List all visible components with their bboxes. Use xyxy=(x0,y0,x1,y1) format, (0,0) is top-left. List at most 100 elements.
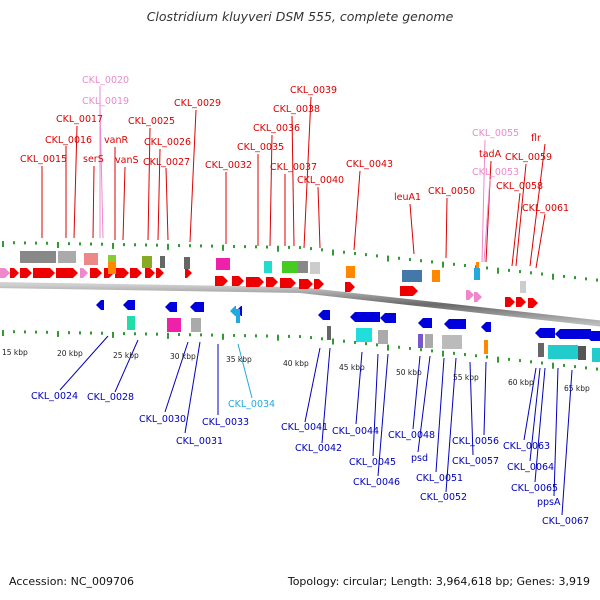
gene-label-forward: CKL_0059 xyxy=(505,152,552,163)
gene-arrow-forward xyxy=(90,268,102,278)
gene-label-forward: CKL_0025 xyxy=(128,116,175,127)
gene-label-reverse: CKL_0057 xyxy=(452,456,499,467)
leader-line xyxy=(483,361,487,436)
genome-title: Clostridium kluyveri DSM 555, complete g… xyxy=(146,9,454,24)
genome-backbone xyxy=(0,282,600,327)
tick-mark xyxy=(46,330,48,334)
tick-mark xyxy=(310,336,312,340)
tick-mark xyxy=(552,362,554,369)
gene-label-forward: vanS xyxy=(115,155,139,166)
feature-box xyxy=(160,256,165,268)
tick-mark xyxy=(277,334,279,341)
leader-line xyxy=(511,192,521,267)
feature-box xyxy=(474,268,480,280)
leader-line xyxy=(303,96,312,249)
tick-mark xyxy=(90,331,92,335)
reverse-gene-labels: CKL_0024 CKL_0028 CKL_0030 CKL_0031 CKL_… xyxy=(31,391,589,527)
leader-line xyxy=(189,109,197,243)
leader-line xyxy=(114,339,139,393)
accession-text: Accession: NC_009706 xyxy=(9,575,135,588)
tick-mark xyxy=(112,331,114,338)
tick-mark xyxy=(563,274,565,278)
gene-label-forward: CKL_0058 xyxy=(496,181,543,192)
tick-mark xyxy=(200,244,202,248)
tick-mark xyxy=(343,250,345,254)
gene-arrow-reverse xyxy=(350,312,380,322)
leader-line xyxy=(529,143,546,267)
scale-label: 30 kbp xyxy=(170,352,196,361)
tick-mark xyxy=(200,333,202,337)
tick-mark xyxy=(90,242,92,246)
gene-label-forward: CKL_0036 xyxy=(253,123,300,134)
feature-box xyxy=(310,262,320,274)
tick-mark xyxy=(112,242,114,249)
tick-mark xyxy=(145,243,147,247)
gene-arrow-forward xyxy=(232,276,244,286)
gene-arrow-forward xyxy=(466,290,474,300)
tick-mark xyxy=(332,249,334,256)
scale-label: 15 kbp xyxy=(2,348,28,357)
gene-label-reverse: CKL_0034 xyxy=(228,399,275,410)
leader-line xyxy=(485,160,492,263)
gene-label-forward: CKL_0043 xyxy=(346,159,393,170)
scale-label: 65 kbp xyxy=(564,384,590,393)
leader-line xyxy=(147,127,151,241)
genome-summary: Topology: circular; Length: 3,964,618 bp… xyxy=(287,575,590,588)
feature-box xyxy=(142,256,152,268)
leader-line xyxy=(237,343,253,399)
tick-mark xyxy=(189,333,191,337)
gene-label-forward: CKL_0017 xyxy=(56,114,103,125)
tick-mark xyxy=(156,243,158,247)
tick-mark xyxy=(156,332,158,336)
tick-mark xyxy=(24,330,26,334)
feature-box xyxy=(432,270,440,282)
tick-mark xyxy=(134,332,136,336)
feature-box xyxy=(58,251,76,263)
gene-arrow-reverse xyxy=(418,318,432,328)
tick-mark xyxy=(376,254,378,258)
leader-line xyxy=(92,165,95,239)
gene-label-reverse: CKL_0045 xyxy=(349,457,396,468)
tick-mark xyxy=(288,334,290,338)
gene-label-forward: flr xyxy=(531,133,541,144)
tick-mark xyxy=(79,242,81,246)
gene-label-reverse: ppsA xyxy=(537,497,561,508)
gene-label-forward: CKL_0020 xyxy=(82,75,129,86)
feature-box xyxy=(425,334,433,348)
gene-label-forward: tadA xyxy=(479,149,502,160)
gene-arrow-forward xyxy=(345,282,355,292)
tick-mark xyxy=(354,340,356,344)
tick-mark xyxy=(497,356,499,363)
gene-arrow-forward xyxy=(20,268,32,278)
tick-mark xyxy=(233,333,235,337)
tick-mark xyxy=(453,351,455,355)
tick-mark xyxy=(24,241,26,245)
feature-box xyxy=(418,334,423,348)
leader-line xyxy=(417,355,431,453)
leader-line xyxy=(409,203,415,255)
tick-mark xyxy=(464,264,466,268)
feature-box xyxy=(548,345,578,359)
gene-arrow-forward xyxy=(130,268,142,278)
tick-mark xyxy=(585,277,587,281)
leader-line xyxy=(321,347,331,444)
gene-arrow-forward xyxy=(215,276,228,286)
scale-label: 60 kbp xyxy=(508,378,534,387)
tick-mark xyxy=(486,355,488,359)
gene-arrow-reverse xyxy=(230,306,236,316)
scale-label: 20 kbp xyxy=(57,349,83,358)
tick-mark xyxy=(57,330,59,337)
leader-line xyxy=(469,361,474,456)
feature-box xyxy=(20,251,56,263)
tick-mark xyxy=(46,241,48,245)
leader-line xyxy=(184,341,201,434)
tick-mark xyxy=(497,267,499,274)
gene-label-forward: CKL_0040 xyxy=(297,175,344,186)
tick-mark xyxy=(178,333,180,337)
gene-arrow-forward xyxy=(80,268,88,278)
feature-track xyxy=(0,251,600,362)
leader-line xyxy=(529,367,541,462)
tick-mark xyxy=(508,268,510,272)
feature-box xyxy=(191,318,201,332)
